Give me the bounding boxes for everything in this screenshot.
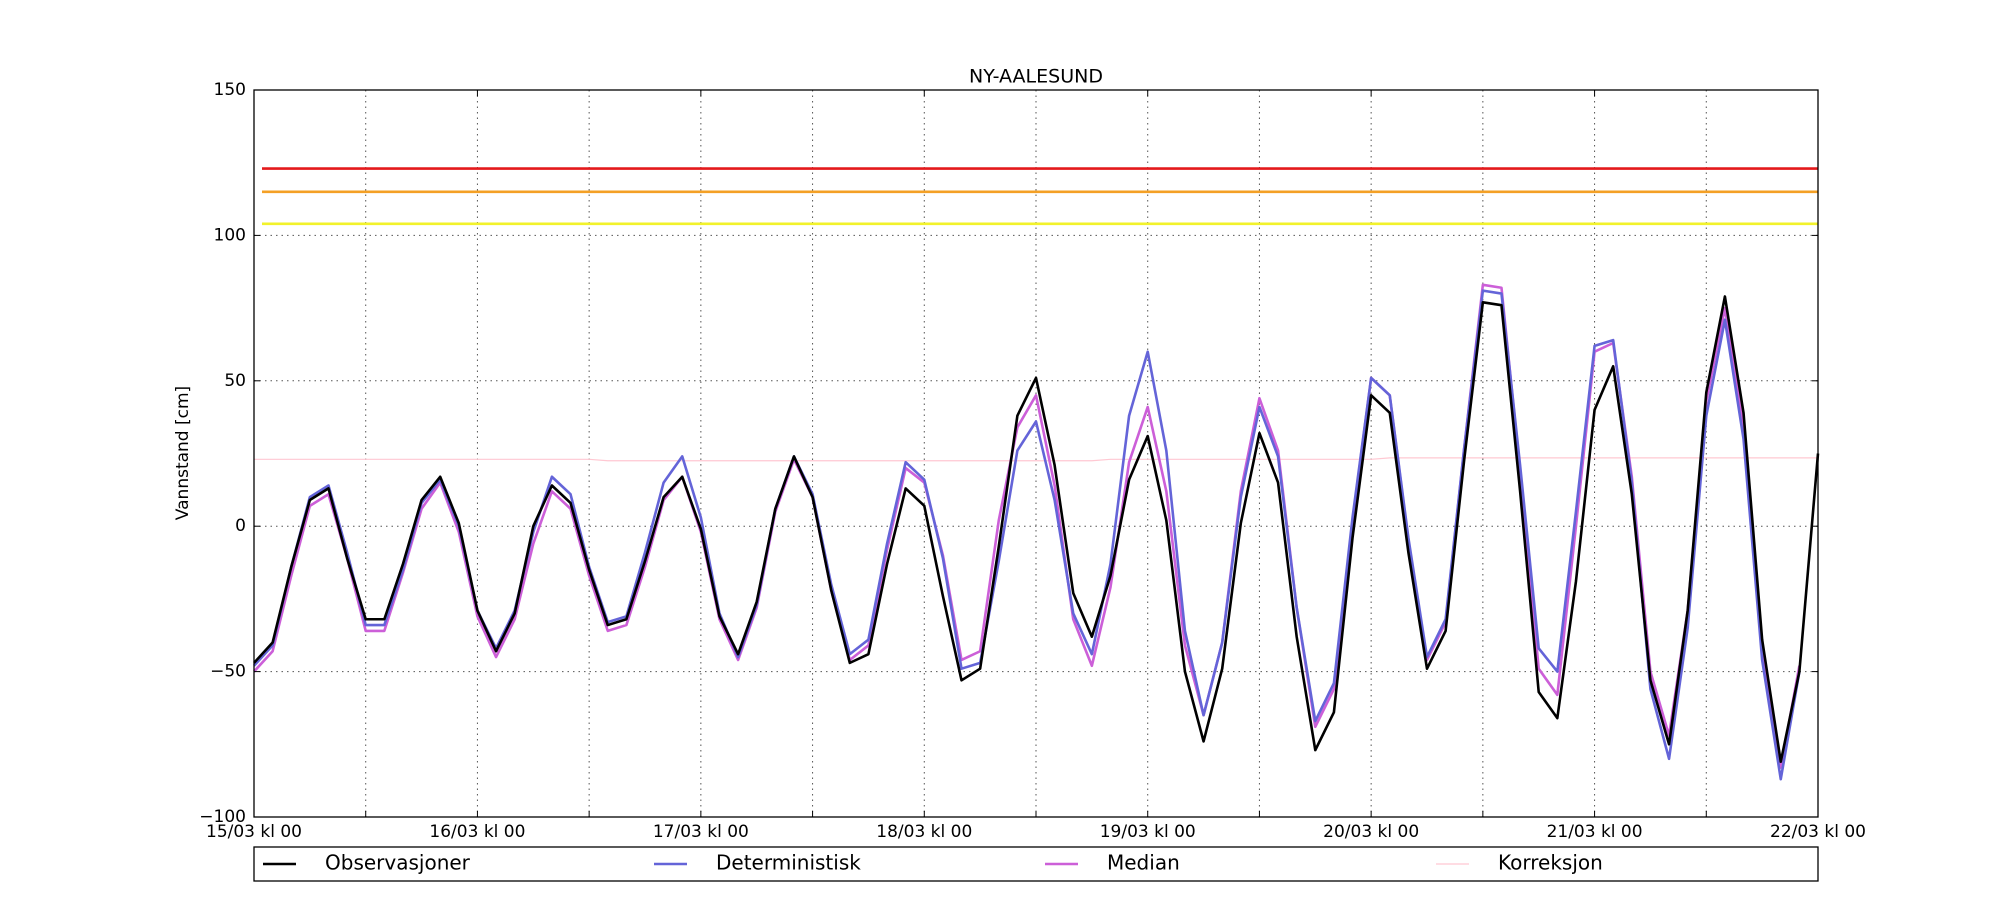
y-axis-label: Vannstand [cm] [173, 386, 193, 520]
x-tick-label: 20/03 kl 00 [1323, 822, 1419, 842]
x-tick-label: 15/03 kl 00 [206, 822, 302, 842]
series-line [254, 457, 1818, 462]
x-tick-label: 21/03 kl 00 [1547, 822, 1643, 842]
legend-label: Korreksjon [1498, 851, 1603, 875]
x-tick-label: 19/03 kl 00 [1100, 822, 1196, 842]
series-line [253, 295, 1820, 764]
series-line [253, 283, 1801, 769]
x-tick-label: 18/03 kl 00 [876, 822, 972, 842]
x-tick-label: 16/03 kl 00 [429, 822, 525, 842]
y-tick-label: 100 [214, 225, 246, 245]
y-tick-label: −100 [199, 807, 246, 827]
legend-label: Observasjoner [325, 851, 471, 875]
y-tick-label: 0 [235, 516, 246, 536]
legend-label: Median [1107, 851, 1180, 875]
y-tick-label: 150 [214, 80, 246, 100]
x-tick-label: 22/03 kl 00 [1770, 822, 1866, 842]
y-tick-label: 50 [224, 371, 246, 391]
legend-label: Deterministisk [716, 851, 861, 875]
legend-box [253, 846, 1819, 882]
plot-area [253, 89, 1820, 818]
chart-title: NY-AALESUND [969, 66, 1103, 88]
x-tick-label: 17/03 kl 00 [653, 822, 749, 842]
y-tick-label: −50 [210, 662, 246, 682]
